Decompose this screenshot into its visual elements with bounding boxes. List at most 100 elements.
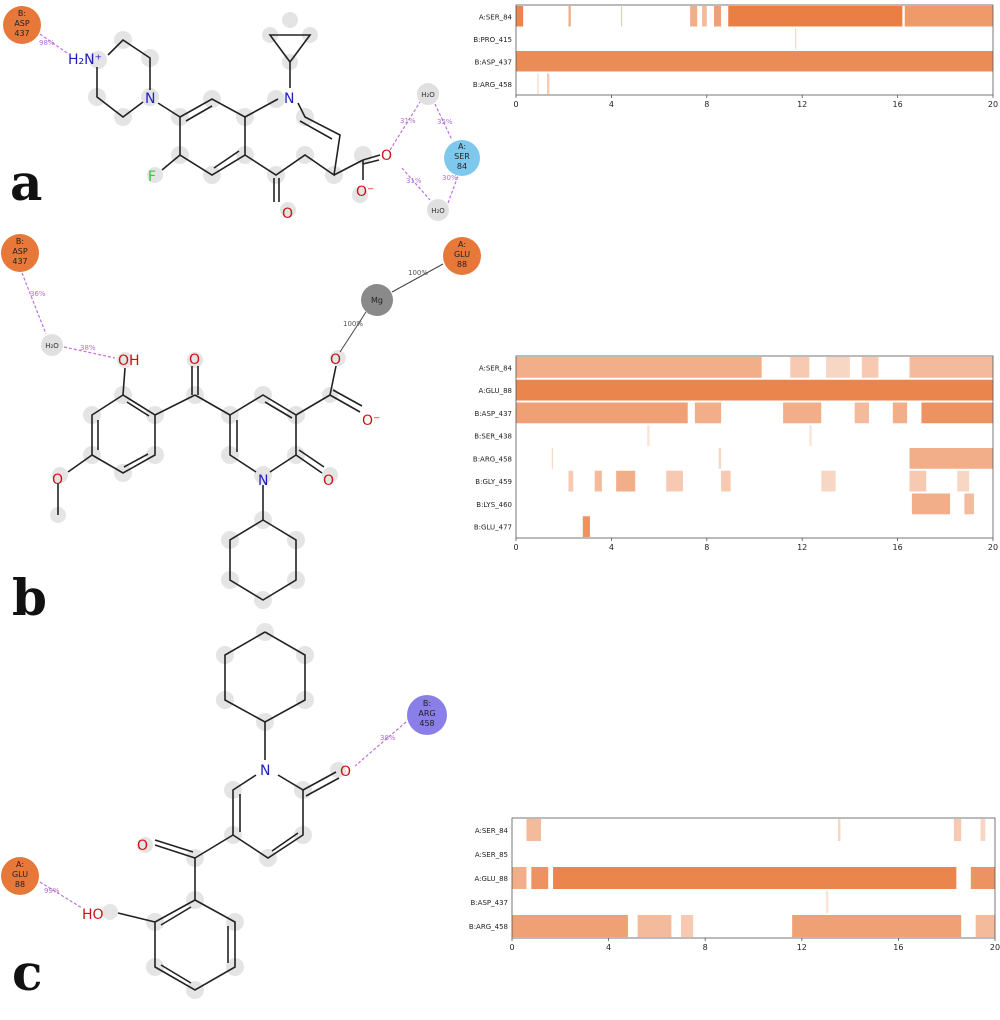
hbonds-a [39, 33, 459, 204]
atom-n-piperazine: N [145, 91, 155, 107]
occupancy-segment [809, 425, 812, 446]
atom-o-pyridone-c: O [340, 764, 351, 780]
occupancy-segment [826, 357, 850, 378]
svg-text:A:: A: [458, 240, 466, 249]
x-tick-label: 0 [509, 943, 514, 952]
occupancy-segment [721, 470, 731, 492]
occupancy-segment [980, 819, 986, 841]
atom-nh2-plus: H₂N⁺ [68, 52, 102, 68]
svg-text:ARG: ARG [418, 709, 435, 718]
atom-f: F [148, 169, 156, 185]
timeline-frame [511, 817, 996, 939]
svg-text:437: 437 [14, 29, 29, 38]
occupancy-segment [551, 448, 553, 469]
occupancy-segment [647, 425, 650, 446]
svg-text:88: 88 [457, 260, 467, 269]
timeline-row-label: B:ARG_458 [473, 81, 512, 89]
occupancy-segment [921, 402, 993, 424]
timeline-row-label: B:ARG_458 [473, 455, 512, 463]
svg-text:88: 88 [15, 880, 25, 889]
x-tick-label: 16 [893, 943, 903, 952]
svg-text:458: 458 [419, 719, 434, 728]
hbond-label-a-5: 30% [442, 174, 458, 182]
svg-text:A:: A: [458, 142, 466, 151]
x-tick-label: 0 [513, 100, 518, 109]
hbonds-b [21, 272, 116, 359]
hbond-label-a-4: 31% [406, 177, 422, 185]
occupancy-segment [512, 915, 628, 937]
panel-letter-c: c [12, 943, 42, 1002]
timeline-a: A:SER_84 B:PRO_415 B:ASP_437 B:ARG_458 0 4 8 12… [473, 4, 998, 109]
timeline-row-label: B:ASP_437 [475, 410, 512, 418]
water-b: H₂O [41, 334, 63, 356]
atom-o-carbonyl: O [282, 206, 293, 222]
svg-text:B:: B: [16, 237, 24, 246]
panel-b: b [1, 234, 481, 627]
occupancy-segment [790, 357, 810, 378]
occupancy-segment [825, 891, 829, 913]
occupancy-segment [728, 6, 903, 27]
occupancy-segment [516, 51, 993, 72]
residue-asp437-a: B: ASP 437 [3, 6, 41, 44]
atom-o-carboxyl-b: O [330, 352, 341, 368]
occupancy-segment [911, 493, 951, 515]
bonds-b [57, 365, 363, 601]
occupancy-segment [531, 867, 549, 889]
timeline-frame [515, 355, 994, 539]
x-tick-label: 20 [990, 943, 1000, 952]
x-tick-label: 4 [606, 943, 611, 952]
atom-o-ketone-b: O [189, 352, 200, 368]
coord-label-b-2: 100% [343, 320, 363, 328]
timeline-row-label: A:SER_84 [475, 827, 509, 835]
x-tick-label: 8 [703, 943, 708, 952]
occupancy-segment [861, 357, 879, 378]
timeline-row-label: A:GLU_88 [474, 875, 508, 883]
atom-o-pyridone-b: O [323, 473, 334, 489]
x-tick-label: 12 [797, 100, 807, 109]
x-tick-label: 16 [893, 100, 903, 109]
coord-label-b-1: 100% [408, 269, 428, 277]
occupancy-segment [594, 470, 602, 492]
bonds-c [117, 631, 340, 991]
occupancy-segment [512, 867, 527, 889]
occupancy-segment [783, 402, 822, 424]
occupancy-segment [909, 448, 993, 469]
occupancy-segment [690, 6, 698, 27]
occupancy-segment [964, 493, 974, 515]
x-tick-label: 0 [513, 543, 518, 552]
occupancy-segment [526, 819, 541, 841]
occupancy-segment [553, 867, 957, 889]
metal-coordination-b [339, 263, 444, 353]
atom-o-ketone-c: O [137, 838, 148, 854]
timeline-row-label: A:GLU_88 [478, 387, 512, 395]
timeline-row-label: B:ARG_458 [469, 923, 508, 931]
hbond-label-c-1: 38% [380, 734, 396, 742]
residue-ser84-a: A: SER 84 [444, 140, 480, 176]
occupancy-segment [838, 819, 841, 841]
occupancy-segment [970, 867, 995, 889]
occupancy-segment [718, 448, 722, 469]
timeline-row-label: A:SER_84 [479, 13, 513, 21]
atom-oh-b: OH [118, 353, 140, 369]
interaction-timelines: A:SER_84 B:PRO_415 B:ASP_437 B:ARG_458 0 4 8 12… [469, 4, 1000, 952]
ion-mg-b: Mg [361, 284, 393, 316]
atom-n-c: N [260, 763, 270, 779]
timeline-row-label: B:ASP_437 [475, 58, 512, 66]
hbond-label-a-1: 98% [39, 39, 55, 47]
occupancy-segment [892, 402, 908, 424]
occupancy-segment [547, 73, 550, 94]
occupancy-segment [582, 516, 590, 537]
occupancy-segment [694, 402, 722, 424]
residue-glu88-c: A: GLU 88 [1, 857, 39, 895]
occupancy-segment [909, 357, 993, 378]
svg-text:GLU: GLU [454, 250, 470, 259]
svg-text:H₂O: H₂O [421, 91, 435, 99]
occupancy-segment [516, 357, 762, 378]
residue-arg458-c: B: ARG 458 [407, 695, 447, 735]
hbond-label-b-1: 36% [30, 290, 46, 298]
occupancy-segment [975, 915, 995, 937]
svg-text:ASP: ASP [12, 247, 28, 256]
occupancy-segment [909, 470, 927, 492]
atom-halos-b [50, 350, 346, 609]
hbond-label-a-3: 35% [437, 118, 453, 126]
